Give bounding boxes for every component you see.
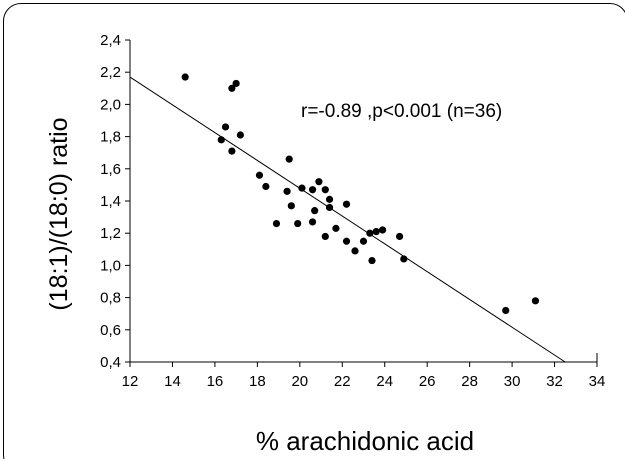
x-tick-label: 32 bbox=[546, 373, 563, 390]
y-tick-label: 1,0 bbox=[100, 257, 121, 274]
y-tick-label: 1,8 bbox=[100, 129, 121, 146]
data-point bbox=[272, 219, 281, 228]
x-tick-label: 16 bbox=[207, 373, 224, 390]
data-point bbox=[531, 297, 540, 305]
x-tick-label: 28 bbox=[461, 373, 478, 390]
y-tick-label: 1,4 bbox=[100, 193, 121, 210]
data-point bbox=[287, 202, 295, 210]
data-point bbox=[283, 187, 291, 195]
y-axis-title: (18:1)/(18:0) ratio bbox=[45, 117, 73, 310]
data-point bbox=[325, 203, 334, 212]
x-tick-label: 24 bbox=[376, 373, 393, 390]
data-point bbox=[368, 256, 376, 265]
data-point bbox=[308, 186, 317, 194]
y-tick-label: 0,6 bbox=[100, 322, 121, 339]
data-point bbox=[395, 232, 404, 241]
data-point bbox=[325, 195, 334, 203]
data-point bbox=[262, 182, 270, 191]
y-tick-label: 0,8 bbox=[100, 290, 121, 307]
data-point bbox=[321, 186, 329, 194]
data-point bbox=[285, 155, 293, 163]
axes bbox=[129, 40, 598, 363]
x-tick-label: 18 bbox=[249, 373, 266, 390]
data-point bbox=[372, 227, 380, 236]
x-tick-label: 30 bbox=[504, 373, 521, 390]
y-tick-label: 1,6 bbox=[100, 161, 121, 178]
y-ticks: 0,4 0,6 0,8 1,0 1,2 1,4 1,6 1,8 2,0 2,2 2,4 bbox=[100, 32, 130, 371]
x-tick-label: 22 bbox=[334, 373, 351, 390]
x-tick-label: 14 bbox=[164, 373, 181, 390]
y-tick-label: 2,4 bbox=[100, 32, 121, 49]
x-axis-title: % arachidonic acid bbox=[256, 426, 474, 456]
data-point bbox=[315, 178, 323, 186]
x-tick-label: 20 bbox=[291, 373, 308, 390]
data-point bbox=[294, 219, 302, 228]
data-point bbox=[236, 131, 244, 139]
data-point bbox=[255, 171, 264, 179]
data-point bbox=[342, 237, 351, 245]
data-point bbox=[400, 255, 408, 263]
correlation-annotation: r=-0.89 ,p<0.001 (n=36) bbox=[301, 101, 502, 122]
data-point bbox=[181, 73, 189, 81]
data-point bbox=[359, 237, 368, 245]
y-tick-label: 1,2 bbox=[100, 225, 121, 242]
data-point bbox=[342, 200, 351, 208]
data-point bbox=[228, 147, 236, 155]
data-point bbox=[221, 123, 230, 131]
y-tick-label: 2,2 bbox=[100, 64, 121, 81]
regression-line bbox=[129, 76, 566, 363]
x-tick-label: 12 bbox=[122, 373, 139, 390]
x-tick-label: 26 bbox=[419, 373, 436, 390]
data-point bbox=[298, 184, 306, 192]
data-point bbox=[379, 226, 387, 234]
y-tick-label: 2,0 bbox=[100, 96, 121, 113]
data-points bbox=[181, 73, 540, 315]
data-point bbox=[311, 207, 319, 215]
data-point bbox=[232, 79, 240, 88]
data-point bbox=[351, 247, 359, 255]
data-point bbox=[217, 136, 225, 144]
data-point bbox=[321, 232, 329, 241]
x-ticks: 12 14 16 18 20 22 24 26 28 30 32 34 bbox=[122, 362, 606, 390]
data-point bbox=[332, 224, 340, 232]
y-tick-label: 0,4 bbox=[100, 354, 121, 371]
data-point bbox=[502, 306, 510, 315]
data-point bbox=[308, 218, 317, 226]
data-point bbox=[366, 229, 374, 237]
figure-frame bbox=[3, 3, 625, 459]
x-tick-label: 34 bbox=[589, 373, 606, 390]
data-point bbox=[228, 84, 236, 92]
